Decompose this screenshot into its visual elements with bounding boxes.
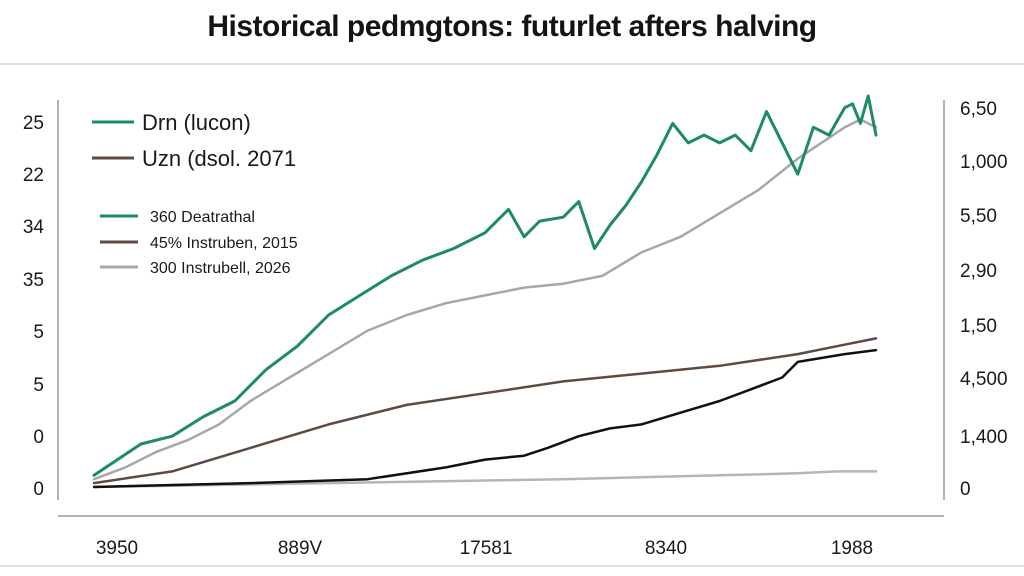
series-layer <box>92 94 878 489</box>
y-left-tick-label: 0 <box>33 479 44 500</box>
legend-label: Uzn (dsol. 2071 <box>142 146 296 171</box>
series-line-instrubell <box>92 118 878 481</box>
legend-top: Drn (lucon) Uzn (dsol. 2071 <box>92 110 296 171</box>
x-tick-label: 889V <box>278 538 323 559</box>
legend-label: Drn (lucon) <box>142 110 251 135</box>
y-right-tick-label: 4,500 <box>960 369 1008 390</box>
x-tick-label: 17581 <box>460 538 513 559</box>
y-left-tick-label: 34 <box>23 217 45 238</box>
y-right-ticks: 6,50 1,000 5,50 2,90 1,50 4,500 1,400 0 <box>960 99 1008 500</box>
y-left-ticks: 25 22 34 35 5 5 0 0 <box>23 113 45 500</box>
y-right-tick-label: 0 <box>960 479 971 500</box>
series-line-uzn-dsol-2071 <box>92 337 878 485</box>
y-right-tick-label: 1,50 <box>960 316 997 337</box>
y-right-tick-label: 5,50 <box>960 206 997 227</box>
y-left-tick-label: 5 <box>33 375 44 396</box>
y-right-tick-label: 1,000 <box>960 152 1008 173</box>
legend-label: 360 Deatrathal <box>150 209 255 226</box>
series-line-light-series <box>92 470 878 489</box>
y-left-tick-label: 35 <box>23 270 44 291</box>
y-left-tick-label: 0 <box>33 427 44 448</box>
y-right-tick-label: 6,50 <box>960 99 997 120</box>
series-line-black-series <box>92 348 878 489</box>
x-tick-label: 3950 <box>96 538 138 559</box>
legend-label: 300 Instrubell, 2026 <box>150 260 291 277</box>
legend-bottom: 360 Deatrathal 45% Instruben, 2015 300 I… <box>100 209 298 277</box>
x-tick-label: 8340 <box>645 538 687 559</box>
y-left-tick-label: 5 <box>33 322 44 343</box>
x-tick-label: 1988 <box>831 538 873 559</box>
x-ticks: 3950 889V 17581 8340 1988 <box>96 538 873 559</box>
y-right-tick-label: 1,400 <box>960 427 1008 448</box>
y-left-tick-label: 25 <box>23 113 44 134</box>
y-right-tick-label: 2,90 <box>960 261 997 282</box>
y-left-tick-label: 22 <box>23 165 44 186</box>
chart-title: Historical pedmgtons: futurlet afters ha… <box>207 10 817 43</box>
legend-label: 45% Instruben, 2015 <box>150 235 298 252</box>
series-line-drn-lucon <box>92 94 878 477</box>
